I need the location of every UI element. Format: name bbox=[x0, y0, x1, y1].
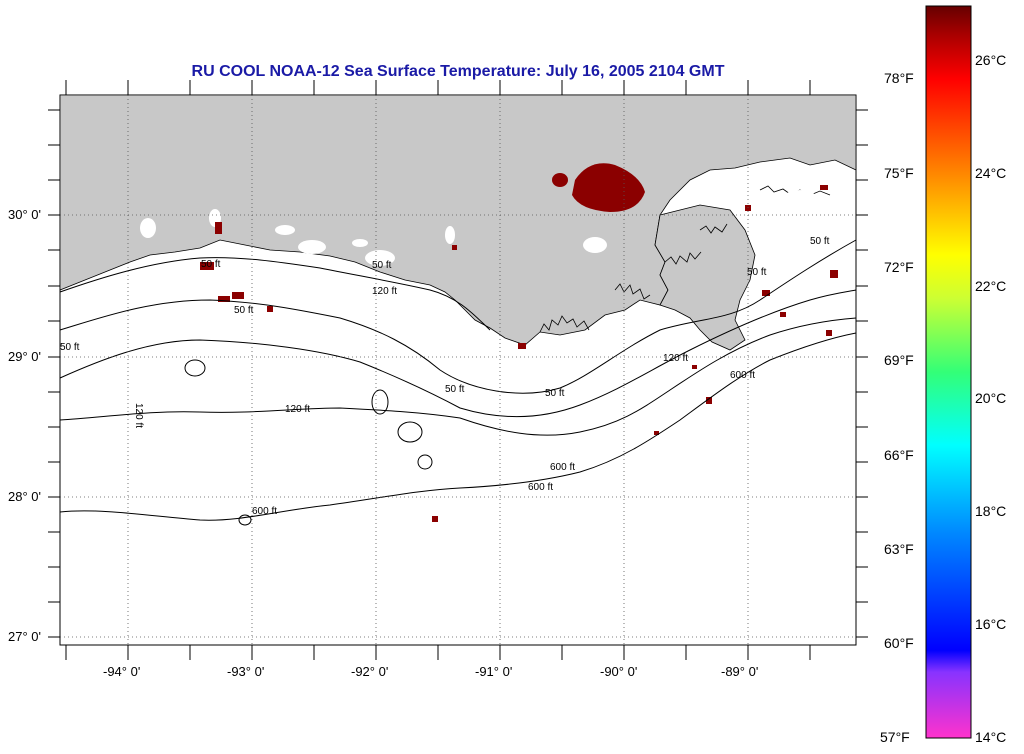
contour-label: 120 ft bbox=[663, 353, 688, 364]
longitude-label: -89° 0' bbox=[721, 664, 759, 679]
contour-label: 50 ft bbox=[60, 342, 80, 353]
latitude-label: 27° 0' bbox=[8, 629, 41, 644]
colorbar-c-label: 16°C bbox=[975, 616, 1007, 632]
bathymetry-contours bbox=[59, 239, 857, 526]
map-title: RU COOL NOAA-12 Sea Surface Temperature:… bbox=[191, 63, 725, 80]
sst-warm-patches bbox=[200, 163, 838, 522]
contour-label: 600 ft bbox=[252, 506, 277, 517]
colorbar-c-label: 22°C bbox=[975, 278, 1007, 294]
longitude-label: -94° 0' bbox=[103, 664, 141, 679]
contour-label: 50 ft bbox=[810, 236, 830, 247]
colorbar-f-label: 63°F bbox=[884, 541, 914, 557]
colorbar-c-label: 24°C bbox=[975, 165, 1007, 181]
contour-label: 50 ft bbox=[445, 384, 465, 395]
colorbar-f-label: 57°F bbox=[880, 729, 910, 745]
colorbar-f-label: 75°F bbox=[884, 165, 914, 181]
longitude-label: -93° 0' bbox=[227, 664, 265, 679]
contour-label: 50 ft bbox=[234, 305, 254, 316]
colorbar-f-label: 60°F bbox=[884, 635, 914, 651]
colorbar-f-label: 78°F bbox=[884, 70, 914, 86]
colorbar-f-label: 72°F bbox=[884, 259, 914, 275]
contour-label: 50 ft bbox=[372, 260, 392, 271]
longitude-label: -92° 0' bbox=[351, 664, 389, 679]
latitude-label: 28° 0' bbox=[8, 489, 41, 504]
colorbar-f-label: 69°F bbox=[884, 352, 914, 368]
colorbar-c-label: 20°C bbox=[975, 390, 1007, 406]
contour-label: 120 ft bbox=[372, 286, 397, 297]
contour-label: 120 ft bbox=[133, 403, 144, 428]
latitude-label: 29° 0' bbox=[8, 349, 41, 364]
colorbar-c-label: 14°C bbox=[975, 729, 1007, 745]
longitude-label: -91° 0' bbox=[475, 664, 513, 679]
contour-label: 120 ft bbox=[285, 404, 310, 415]
contour-label: 600 ft bbox=[730, 370, 755, 381]
contour-label: 50 ft bbox=[201, 259, 221, 270]
colorbar-f-label: 66°F bbox=[884, 447, 914, 463]
colorbar-gradient bbox=[925, 5, 972, 739]
contour-label: 600 ft bbox=[528, 482, 553, 493]
graticule bbox=[60, 95, 856, 645]
contour-label: 600 ft bbox=[550, 462, 575, 473]
axis-ticks bbox=[48, 80, 868, 660]
contour-label: 50 ft bbox=[545, 388, 565, 399]
colorbar-c-label: 18°C bbox=[975, 503, 1007, 519]
inland-lakes bbox=[140, 190, 818, 266]
coast-detail bbox=[539, 185, 831, 333]
longitude-label: -90° 0' bbox=[600, 664, 638, 679]
latitude-label: 30° 0' bbox=[8, 207, 41, 222]
contour-label: 50 ft bbox=[747, 267, 767, 278]
colorbar-c-label: 26°C bbox=[975, 52, 1007, 68]
contour-labels: 50 ft 50 ft 50 ft 50 ft 50 ft 50 ft 120 … bbox=[60, 236, 830, 517]
